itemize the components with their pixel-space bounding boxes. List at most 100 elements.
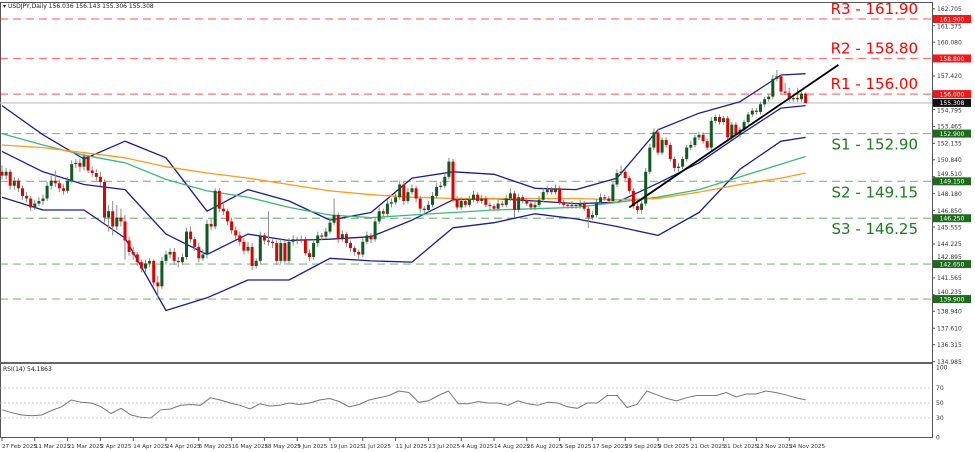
candle	[435, 183, 439, 199]
candle-body-bear	[672, 159, 676, 168]
y-tick-label: 145.555	[937, 224, 962, 231]
candle	[94, 169, 98, 181]
y-tick-label: 141.565	[937, 275, 962, 282]
x-tick-label: 19 Jun 2025	[330, 444, 364, 450]
x-tick-label: 23 Jul 2025	[428, 444, 460, 450]
candle	[504, 194, 508, 208]
candle	[615, 169, 619, 188]
price-axis-badge	[933, 260, 971, 269]
candle-body-bear	[53, 180, 57, 184]
candle	[205, 220, 209, 259]
candle	[746, 111, 750, 125]
candle	[767, 94, 771, 102]
y-tick-label: 138.940	[937, 308, 962, 315]
candle	[406, 188, 410, 204]
candle-body-bear	[451, 161, 455, 200]
price-axis-badge	[933, 295, 971, 304]
candle-body-bull	[377, 211, 381, 222]
candle-body-bear	[529, 203, 533, 208]
candle	[685, 145, 689, 162]
symbol-label: USDJPY,Daily	[7, 3, 47, 10]
candle-body-bear	[718, 117, 721, 123]
candle	[513, 190, 516, 218]
candle	[242, 237, 246, 255]
candle-body-bear	[476, 194, 480, 202]
candle-body-bear	[242, 241, 246, 251]
candle-body-bull	[70, 164, 74, 181]
rsi-tick-label: 30	[936, 415, 944, 422]
candle-body-bear	[574, 204, 578, 207]
candle-body-bear	[500, 203, 504, 205]
candle	[160, 257, 164, 289]
candle-body-bull	[541, 192, 545, 200]
candle-body-bull	[537, 199, 541, 205]
candle	[681, 156, 685, 170]
candle-body-bull	[406, 192, 410, 202]
candle	[33, 199, 37, 210]
level-label: S3 - 146.25	[832, 220, 919, 238]
current-price-badge	[933, 98, 971, 107]
rsi-tick-label: 70	[936, 385, 944, 392]
y-tick-label: 144.225	[937, 241, 962, 248]
current-price-badge-label: 155.308	[940, 100, 965, 107]
price-axis-badge-label: 158.800	[940, 56, 965, 63]
candle	[759, 101, 762, 115]
candle	[677, 162, 680, 172]
candle-body-bear	[418, 198, 422, 209]
candle	[349, 240, 352, 252]
candle-body-bear	[414, 188, 418, 199]
candle	[287, 237, 291, 264]
candle-body-bull	[554, 188, 557, 193]
y-tick-label: 149.510	[937, 171, 962, 178]
y-tick-label: 137.610	[937, 325, 962, 332]
price-axis-badge	[933, 54, 971, 63]
candle	[213, 188, 217, 230]
candle	[656, 128, 660, 156]
x-tick-label: 5 Sep 2025	[560, 444, 592, 450]
y-tick-label: 161.375	[937, 24, 962, 31]
candle-body-bull	[373, 221, 377, 240]
candle	[779, 73, 783, 95]
candle	[627, 175, 631, 194]
candle-body-bull	[390, 202, 393, 204]
candle	[312, 239, 316, 260]
candle-body-bull	[107, 211, 111, 218]
candle-body-bull	[439, 185, 443, 188]
rsi-header: RSI(14) 54.1863	[3, 366, 52, 373]
candle	[86, 155, 90, 174]
candle-body-bear	[525, 201, 529, 204]
y-tick-label: 152.135	[937, 141, 962, 148]
candle-body-bear	[521, 197, 525, 202]
candle-body-bull	[410, 188, 414, 193]
candle	[672, 156, 676, 172]
x-tick-label: 24 Nov 2025	[789, 444, 825, 450]
candle-body-bull	[205, 223, 209, 255]
y-tick-label: 157.420	[937, 73, 962, 80]
candle-body-bull	[361, 241, 365, 255]
candle	[4, 167, 8, 180]
candle-body-bear	[295, 239, 299, 241]
collapse-triangle-icon[interactable]: ▾	[3, 3, 7, 10]
candle-body-bear	[197, 246, 201, 259]
candle-body-bear	[586, 208, 590, 218]
candle-body-bear	[631, 190, 635, 207]
candle-body-bear	[217, 190, 221, 209]
candle	[180, 253, 184, 265]
candle	[771, 75, 775, 100]
candle	[164, 250, 168, 265]
candle-body-bear	[549, 189, 553, 193]
candle-body-bear	[98, 176, 102, 182]
candle	[299, 235, 303, 244]
candle-body-bull	[180, 257, 184, 263]
candle-body-bull	[545, 189, 549, 193]
candle-body-bull	[763, 99, 767, 105]
candle	[148, 258, 152, 268]
candle-body-bull	[394, 197, 398, 203]
candle-body-bear	[25, 195, 29, 199]
candle	[381, 208, 385, 217]
candle-body-bear	[402, 184, 406, 202]
bollinger-upper-line	[1, 73, 806, 221]
candle	[90, 166, 94, 177]
price-axis-badge-label: 149.150	[940, 179, 965, 186]
